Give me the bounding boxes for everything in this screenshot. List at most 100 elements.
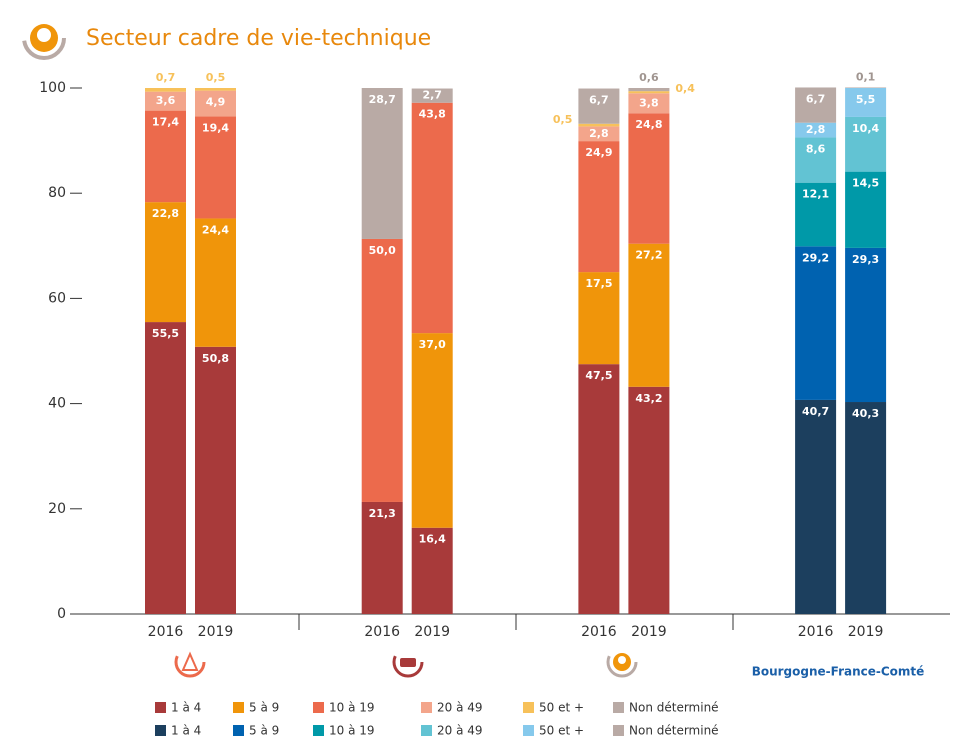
legend-swatch xyxy=(233,725,244,736)
value-label: 8,6 xyxy=(806,142,826,155)
bar-segment xyxy=(628,243,670,387)
bar-segment xyxy=(578,141,620,273)
value-label: 43,2 xyxy=(635,392,662,405)
value-label: 2,7 xyxy=(422,89,442,102)
value-label: 21,3 xyxy=(369,507,396,520)
x-tick-label: 2016 xyxy=(148,624,184,640)
value-label: 16,4 xyxy=(419,533,446,546)
value-label: 3,8 xyxy=(639,96,659,109)
bar-segment xyxy=(628,386,670,614)
bar-segment xyxy=(578,272,620,365)
value-label: 3,6 xyxy=(156,94,176,107)
legend-swatch xyxy=(155,702,166,713)
bar-segment xyxy=(361,88,403,239)
value-label: 22,8 xyxy=(152,207,179,220)
legend-label: 1 à 4 xyxy=(171,724,201,738)
value-label: 24,4 xyxy=(202,223,229,236)
value-label: 0,5 xyxy=(553,113,573,126)
x-tick-label: 2016 xyxy=(581,624,617,640)
bar-segment xyxy=(145,88,186,92)
value-label: 0,6 xyxy=(639,71,659,84)
bar-segment xyxy=(845,171,887,248)
value-label: 6,7 xyxy=(806,92,826,105)
value-label: 55,5 xyxy=(152,327,179,340)
group-icon xyxy=(606,646,638,678)
group-icon xyxy=(392,646,424,678)
chart-title: Secteur cadre de vie-technique xyxy=(86,26,431,51)
legend-label: 10 à 19 xyxy=(329,701,375,715)
value-label: 0,1 xyxy=(856,70,876,83)
bar-segment xyxy=(195,346,236,614)
bar-segment xyxy=(411,102,453,334)
bar-segment xyxy=(145,202,186,323)
bar-segment xyxy=(145,110,186,203)
legend-swatch xyxy=(613,702,624,713)
value-label: 17,4 xyxy=(152,116,179,129)
group-separators xyxy=(298,614,734,630)
value-label: 50,0 xyxy=(369,244,396,257)
value-label: 12,1 xyxy=(802,188,829,201)
y-tick-label: 0 xyxy=(57,606,66,622)
legend-label: Non déterminé xyxy=(629,701,719,715)
legend-swatch xyxy=(421,702,432,713)
value-label: 2,8 xyxy=(589,127,609,140)
value-label: 0,4 xyxy=(675,82,695,95)
group-label: Bourgogne-France-Comté xyxy=(752,665,925,679)
legend-swatch xyxy=(523,725,534,736)
bar-segment xyxy=(145,322,186,614)
y-tick-label: 80 xyxy=(48,185,66,201)
title-icon xyxy=(22,16,66,60)
bar-segment xyxy=(195,88,236,91)
legend-label: 20 à 49 xyxy=(437,724,483,738)
bar-segment xyxy=(578,126,620,142)
value-label: 19,4 xyxy=(202,121,229,134)
legend-swatch xyxy=(613,725,624,736)
value-label: 47,5 xyxy=(585,369,612,382)
x-tick-label: 2016 xyxy=(798,624,834,640)
x-tick-label: 2019 xyxy=(414,624,450,640)
legend-label: 10 à 19 xyxy=(329,724,375,738)
y-tick-label: 100 xyxy=(39,80,66,96)
bar-segment xyxy=(578,88,620,124)
bar-segment xyxy=(195,116,236,219)
bar-segment xyxy=(845,88,887,117)
legend-swatch xyxy=(313,702,324,713)
bar-segment xyxy=(195,90,236,117)
bar-segment xyxy=(628,91,670,94)
legend-swatch xyxy=(155,725,166,736)
value-label: 28,7 xyxy=(369,93,396,106)
value-label: 24,8 xyxy=(635,118,662,131)
legend-label: Non déterminé xyxy=(629,724,719,738)
value-label: 50,8 xyxy=(202,352,229,365)
legend-label: 5 à 9 xyxy=(249,701,279,715)
y-tick-label: 40 xyxy=(48,396,66,412)
bar-segment xyxy=(795,399,837,614)
bar-segment xyxy=(195,218,236,347)
legend-swatch xyxy=(313,725,324,736)
value-label: 0,5 xyxy=(206,71,226,84)
value-label: 37,0 xyxy=(419,338,446,351)
value-label: 0,7 xyxy=(156,71,176,84)
legend-label: 50 et + xyxy=(539,701,584,715)
x-tick-label: 2016 xyxy=(364,624,400,640)
x-tick-label: 2019 xyxy=(198,624,234,640)
value-label: 10,4 xyxy=(852,122,879,135)
value-label: 17,5 xyxy=(585,277,612,290)
bar-segment xyxy=(361,238,403,502)
legend-swatch xyxy=(233,702,244,713)
value-label: 24,9 xyxy=(585,146,612,159)
value-label: 43,8 xyxy=(419,108,446,121)
bar-segment xyxy=(795,182,837,247)
bar-segment xyxy=(361,501,403,614)
bar-segment xyxy=(845,247,887,403)
value-label: 27,2 xyxy=(635,249,662,262)
legend-label: 50 et + xyxy=(539,724,584,738)
group-icon xyxy=(174,646,206,678)
bar-segment xyxy=(411,333,453,528)
value-label: 5,5 xyxy=(856,93,876,106)
legend-label: 5 à 9 xyxy=(249,724,279,738)
bar-segment xyxy=(795,137,837,183)
value-label: 6,7 xyxy=(589,94,609,107)
bar-segment xyxy=(411,88,453,103)
